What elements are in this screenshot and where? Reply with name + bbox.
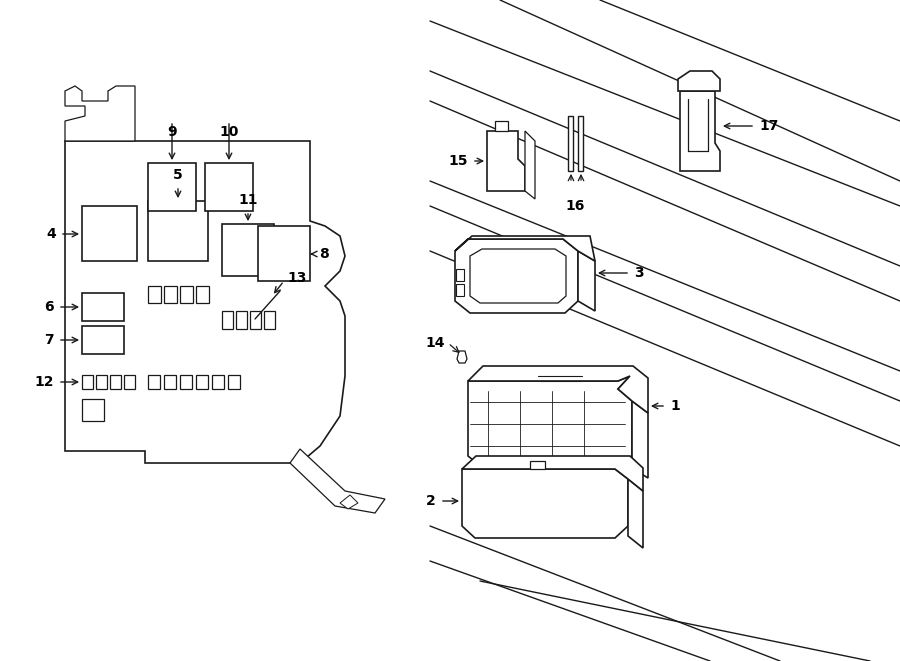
Bar bbox=[148, 201, 208, 261]
Bar bbox=[222, 311, 233, 329]
Text: 16: 16 bbox=[565, 199, 585, 213]
Text: 8: 8 bbox=[319, 247, 328, 261]
Polygon shape bbox=[487, 131, 525, 191]
Bar bbox=[96, 375, 107, 389]
Text: 17: 17 bbox=[759, 119, 778, 133]
Polygon shape bbox=[462, 456, 643, 491]
Bar bbox=[456, 269, 464, 281]
Bar bbox=[180, 375, 192, 389]
Polygon shape bbox=[468, 376, 632, 468]
Bar bbox=[164, 375, 176, 389]
Text: 14: 14 bbox=[426, 336, 445, 350]
Polygon shape bbox=[65, 86, 135, 141]
Polygon shape bbox=[680, 91, 720, 171]
Bar bbox=[82, 293, 124, 321]
Bar bbox=[124, 375, 135, 389]
Polygon shape bbox=[628, 479, 643, 548]
Bar bbox=[258, 226, 310, 281]
Polygon shape bbox=[455, 236, 595, 261]
Bar bbox=[82, 326, 124, 354]
Polygon shape bbox=[678, 71, 720, 91]
Text: 1: 1 bbox=[670, 399, 680, 413]
Polygon shape bbox=[632, 401, 648, 478]
Bar bbox=[148, 375, 160, 389]
Bar bbox=[456, 284, 464, 296]
Text: 2: 2 bbox=[427, 494, 436, 508]
Bar bbox=[148, 163, 196, 211]
Text: 9: 9 bbox=[167, 125, 176, 139]
Polygon shape bbox=[578, 251, 595, 311]
Bar bbox=[180, 286, 193, 303]
Polygon shape bbox=[65, 141, 345, 463]
Bar bbox=[264, 311, 275, 329]
Polygon shape bbox=[468, 366, 648, 413]
Polygon shape bbox=[455, 239, 578, 313]
Text: 6: 6 bbox=[44, 300, 54, 314]
Polygon shape bbox=[457, 351, 467, 363]
Polygon shape bbox=[530, 461, 545, 469]
Bar bbox=[236, 311, 247, 329]
Bar bbox=[82, 375, 93, 389]
Bar bbox=[212, 375, 224, 389]
Bar bbox=[110, 375, 121, 389]
Bar bbox=[196, 375, 208, 389]
Polygon shape bbox=[340, 495, 358, 509]
Text: 15: 15 bbox=[448, 154, 468, 168]
Bar bbox=[250, 311, 261, 329]
Bar bbox=[82, 206, 137, 261]
Bar bbox=[82, 399, 104, 421]
Bar bbox=[164, 286, 177, 303]
Text: 10: 10 bbox=[220, 125, 238, 139]
Bar bbox=[578, 116, 583, 171]
Bar bbox=[228, 375, 240, 389]
Text: 7: 7 bbox=[44, 333, 54, 347]
Text: 4: 4 bbox=[46, 227, 56, 241]
Text: 3: 3 bbox=[634, 266, 643, 280]
Text: 5: 5 bbox=[173, 168, 183, 182]
Bar bbox=[205, 163, 253, 211]
Polygon shape bbox=[462, 469, 628, 538]
Polygon shape bbox=[495, 121, 508, 131]
Polygon shape bbox=[290, 449, 385, 513]
Polygon shape bbox=[525, 131, 535, 199]
Bar bbox=[148, 286, 161, 303]
Text: 12: 12 bbox=[34, 375, 54, 389]
Text: 11: 11 bbox=[238, 193, 257, 207]
Bar bbox=[222, 224, 274, 276]
Bar bbox=[568, 116, 573, 171]
Bar bbox=[196, 286, 209, 303]
Text: 13: 13 bbox=[287, 271, 306, 285]
